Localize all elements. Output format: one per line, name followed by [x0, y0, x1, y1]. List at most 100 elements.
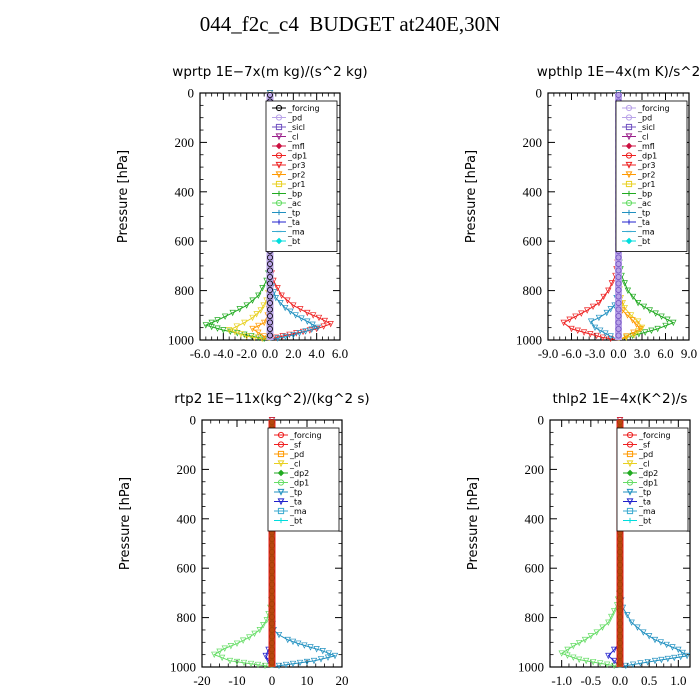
legend-marker	[276, 209, 282, 216]
data-point	[241, 319, 248, 327]
series-line-dp1	[560, 420, 621, 668]
data-point	[607, 333, 614, 340]
y-tick-label: 800	[523, 283, 543, 298]
y-tick-label: 200	[525, 462, 545, 477]
legend-marker	[275, 161, 283, 169]
data-point	[629, 293, 637, 301]
data-point	[634, 300, 642, 307]
legend-label: _ac	[287, 199, 301, 208]
data-point	[233, 640, 241, 647]
data-point	[266, 273, 273, 280]
x-tick-label: 1.0	[670, 673, 686, 688]
legend-marker	[627, 517, 633, 524]
data-point	[313, 646, 320, 653]
zero-series-band-overlay	[269, 420, 275, 667]
data-point	[590, 659, 597, 666]
data-point	[229, 309, 236, 317]
data-point	[308, 326, 315, 333]
data-point	[570, 643, 577, 650]
data-point	[641, 329, 649, 336]
data-point	[282, 661, 290, 669]
data-point	[266, 325, 273, 332]
x-tick-label: -2.0	[236, 346, 257, 361]
data-point	[608, 280, 616, 287]
data-point	[652, 310, 659, 317]
data-point	[593, 629, 600, 636]
data-point	[634, 624, 641, 631]
y-tick-label: 400	[177, 511, 197, 526]
x-tick-label: 0.0	[612, 673, 628, 688]
y-tick-label: 400	[175, 184, 195, 199]
y-tick-label: 800	[175, 283, 195, 298]
legend-label: _pr1	[637, 180, 655, 189]
data-point	[608, 613, 615, 621]
data-point	[233, 323, 240, 330]
data-point	[615, 254, 622, 261]
data-point	[302, 328, 309, 335]
data-point	[310, 312, 317, 319]
figure-title: 044_f2c_c4 BUDGET at240E,30N	[199, 12, 501, 36]
legend-label: _ta	[289, 497, 302, 506]
data-point	[236, 306, 243, 313]
x-tick-label: 0.0	[262, 346, 278, 361]
legend-marker	[277, 450, 285, 458]
data-point	[259, 285, 266, 292]
data-point	[630, 329, 637, 336]
data-point	[261, 319, 268, 327]
data-point	[621, 280, 628, 287]
data-point	[576, 639, 583, 647]
legend-label: _bt	[289, 516, 302, 525]
y-tick-label: 600	[175, 234, 195, 249]
data-point	[564, 646, 571, 654]
data-point	[591, 324, 599, 332]
data-point	[595, 314, 603, 322]
data-point	[628, 619, 635, 626]
x-tick-label: 6.0	[657, 346, 673, 361]
x-tick-label: 9.0	[681, 346, 697, 361]
data-point	[327, 320, 334, 328]
legend-label: _pd	[637, 113, 652, 122]
data-point	[670, 319, 677, 327]
data-point	[298, 315, 305, 322]
data-point	[615, 319, 622, 326]
data-point	[249, 325, 256, 333]
data-point	[289, 660, 297, 668]
series-line-pr3	[562, 93, 619, 341]
data-point	[584, 307, 591, 314]
data-point	[662, 322, 669, 330]
legend-marker	[277, 498, 285, 506]
data-point	[615, 306, 622, 313]
data-point	[644, 659, 651, 666]
legend-marker	[625, 237, 633, 245]
data-point	[246, 634, 253, 641]
y-tick-label: 600	[523, 234, 543, 249]
data-point	[622, 662, 629, 670]
data-point	[231, 329, 239, 336]
data-point	[266, 332, 273, 339]
y-tick-label: 200	[523, 135, 543, 150]
x-tick-label: 4.0	[309, 346, 325, 361]
legend-label: _dp1	[289, 478, 309, 487]
data-point	[597, 327, 604, 334]
x-tick-label: 20	[336, 673, 349, 688]
data-point	[284, 636, 291, 644]
panel-1: wprtp 1E−7x(m kg)/(s^2 kg) Pressure [hPa]…	[116, 64, 368, 361]
x-tick-label: -20	[193, 673, 210, 688]
legend-marker	[626, 488, 634, 496]
data-point	[290, 302, 297, 309]
data-point	[615, 325, 622, 332]
legend-marker	[275, 142, 283, 150]
legend-label: _ta	[287, 218, 300, 227]
y-tick-label: 200	[175, 135, 195, 150]
data-point	[266, 280, 273, 287]
legend-label: _tp	[287, 208, 300, 217]
data-point	[296, 330, 303, 337]
legend-label: _sicl	[287, 123, 305, 132]
data-point	[637, 660, 644, 667]
data-point	[266, 306, 273, 313]
legend-label: _ta	[637, 218, 650, 227]
zero-series-band-overlay	[617, 420, 623, 667]
data-point	[261, 333, 268, 340]
data-point	[278, 292, 285, 299]
legend-label: _cl	[287, 132, 299, 141]
